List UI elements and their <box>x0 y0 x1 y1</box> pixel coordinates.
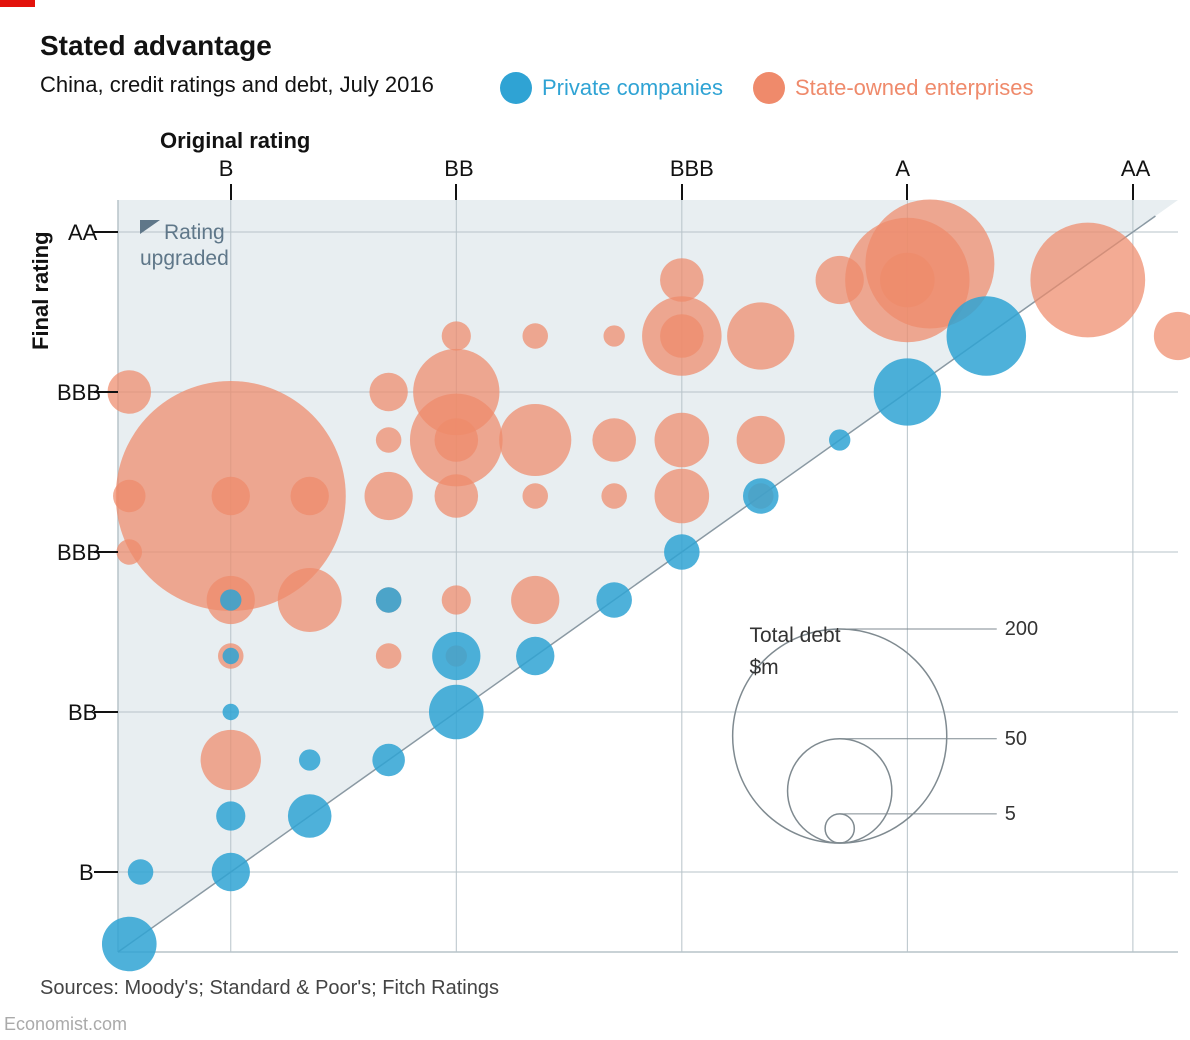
bubble <box>212 477 250 515</box>
bubble <box>365 472 413 520</box>
bubble <box>874 358 941 425</box>
y-tick <box>94 231 118 233</box>
legend-item-private: Private companies <box>500 72 723 104</box>
y-tick-label: BB <box>68 700 97 726</box>
chart-title: Stated advantage <box>40 30 272 62</box>
triangle-icon <box>140 220 160 234</box>
x-tick <box>906 184 908 200</box>
bubble <box>1030 223 1145 338</box>
bubble <box>499 404 571 476</box>
bubble <box>1154 312 1190 360</box>
y-axis-title: Final rating <box>28 231 54 350</box>
bubble <box>664 534 700 570</box>
bubble <box>212 853 250 891</box>
bubble <box>743 478 779 514</box>
annotation-upgraded: Rating upgraded <box>140 220 260 273</box>
bubble <box>603 325 624 346</box>
size-legend-label: 50 <box>1005 728 1027 750</box>
bubble <box>522 483 548 509</box>
legend-dot-icon <box>500 72 532 104</box>
bubble <box>737 416 785 464</box>
bubble <box>216 801 245 830</box>
bubble <box>220 589 241 610</box>
bubble <box>655 413 710 468</box>
bubble <box>369 373 407 411</box>
bubble <box>511 576 559 624</box>
bubble <box>596 582 632 618</box>
size-legend-title: Total debt <box>749 624 840 648</box>
bubble <box>288 794 332 838</box>
x-tick-label: BBB <box>670 156 714 182</box>
bubble <box>727 302 794 369</box>
x-tick-label: A <box>895 156 910 182</box>
legend: Private companies State-owned enterprise… <box>500 72 1033 104</box>
x-tick <box>1132 184 1134 200</box>
bubble <box>278 568 342 632</box>
bubble <box>299 749 320 770</box>
x-tick-label: AA <box>1121 156 1150 182</box>
bubble <box>376 643 402 669</box>
brand-label: Economist.com <box>4 1014 127 1035</box>
bubble <box>442 321 471 350</box>
bubble <box>429 685 484 740</box>
size-legend-label: 5 <box>1005 803 1016 825</box>
bubble <box>516 637 554 675</box>
bubble <box>660 258 704 302</box>
chart-plot-area: 200 50 5 <box>118 200 1178 952</box>
bubble <box>655 469 710 524</box>
y-tick-label: AA <box>68 220 97 246</box>
x-tick <box>455 184 457 200</box>
bubble <box>223 648 239 664</box>
bubble <box>522 323 548 349</box>
y-tick <box>94 711 118 713</box>
bubble <box>413 349 499 435</box>
legend-label: Private companies <box>542 75 723 101</box>
bubble <box>442 585 471 614</box>
bubble <box>376 427 402 453</box>
chart-sources: Sources: Moody's; Standard & Poor's; Fit… <box>40 977 499 1000</box>
x-tick <box>681 184 683 200</box>
chart-subtitle: China, credit ratings and debt, July 201… <box>40 72 434 98</box>
y-tick-label: BBB <box>57 380 101 406</box>
size-legend-label: 200 <box>1005 618 1038 640</box>
size-legend-ring <box>788 739 892 843</box>
bubble <box>223 704 239 720</box>
bubble <box>372 744 405 777</box>
bubble <box>291 477 329 515</box>
size-legend-unit: $m <box>749 656 778 680</box>
x-tick-label: B <box>219 156 234 182</box>
bubble <box>128 859 154 885</box>
y-tick-label: BBB <box>57 540 101 566</box>
bubble <box>432 632 480 680</box>
bubble <box>102 917 157 972</box>
chart-svg: 200 50 5 <box>118 200 1178 952</box>
bubble <box>592 418 636 462</box>
bubble <box>947 296 1027 376</box>
accent-bar <box>0 0 35 7</box>
bubble <box>660 314 704 358</box>
x-tick-label: BB <box>444 156 473 182</box>
legend-item-soe: State-owned enterprises <box>753 72 1033 104</box>
y-tick-label: B <box>79 860 94 886</box>
bubble <box>376 587 402 613</box>
y-tick <box>94 871 118 873</box>
legend-dot-icon <box>753 72 785 104</box>
x-tick <box>230 184 232 200</box>
bubble <box>201 730 261 790</box>
bubble <box>829 429 850 450</box>
x-axis-title: Original rating <box>160 128 310 154</box>
size-legend-ring <box>825 814 854 843</box>
bubble <box>601 483 627 509</box>
legend-label: State-owned enterprises <box>795 75 1033 101</box>
